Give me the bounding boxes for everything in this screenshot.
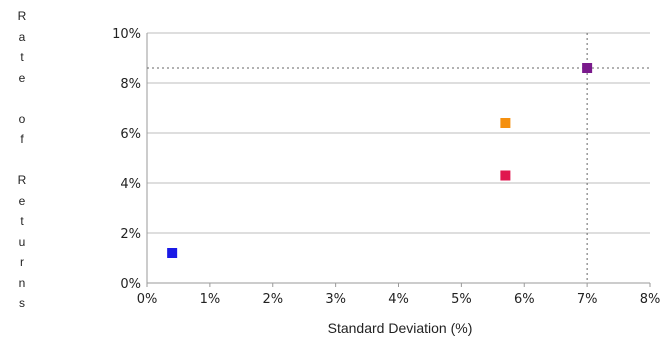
y-axis-label-letter: r [20, 255, 24, 269]
x-tick-label: 0% [137, 292, 158, 307]
x-tick-label: 7% [577, 292, 598, 307]
y-axis-label-letter: R [17, 173, 27, 187]
x-tick-label: 8% [640, 292, 661, 307]
y-axis-label-letter: u [18, 234, 26, 249]
y-tick-label: 4% [120, 177, 141, 192]
y-axis-label-letter: e [18, 193, 26, 208]
y-axis-label-letter: t [20, 214, 24, 228]
y-tick-label: 2% [120, 227, 141, 242]
data-point [167, 248, 178, 258]
x-tick-label: 3% [325, 292, 346, 307]
y-axis-label-letter: a [18, 29, 26, 44]
y-axis-label-letter: e [18, 70, 26, 85]
y-tick-label: 6% [120, 127, 141, 142]
y-tick-label: 10% [112, 27, 141, 42]
y-axis-label-letter: t [20, 50, 24, 64]
data-point [500, 118, 511, 128]
y-axis-label-letter: n [18, 275, 26, 290]
y-tick-label: 8% [120, 77, 141, 92]
x-axis-label: Standard Deviation (%) [327, 320, 473, 336]
y-axis-label-letter: R [17, 9, 27, 23]
x-tick-label: 2% [262, 292, 283, 307]
y-axis-label-letter: o [18, 111, 26, 126]
y-axis-label-letter: s [19, 296, 25, 310]
x-tick-label: 5% [451, 292, 472, 307]
y-tick-label: 0% [120, 277, 141, 292]
x-tick-label: 4% [388, 292, 409, 307]
x-tick-label: 6% [514, 292, 535, 307]
y-axis-label-letter: f [20, 132, 24, 146]
x-tick-label: 1% [200, 292, 221, 307]
data-point [500, 170, 511, 181]
data-point [582, 63, 593, 73]
